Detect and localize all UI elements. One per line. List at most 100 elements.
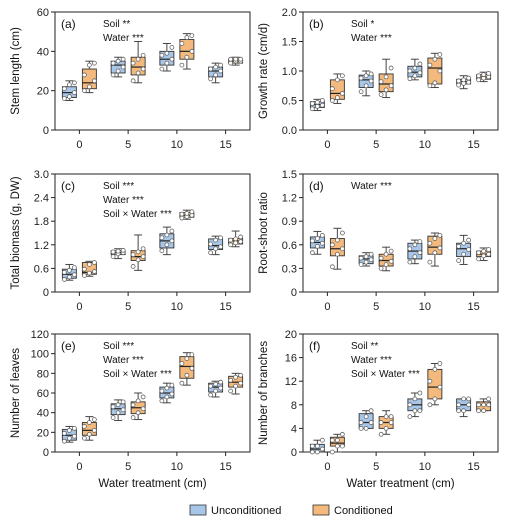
data-point: [164, 50, 170, 56]
data-point: [314, 236, 320, 241]
box-unconditioned: [456, 75, 472, 90]
data-point: [159, 66, 165, 72]
data-point: [71, 265, 77, 271]
y-tick-label: 1.5: [282, 169, 297, 181]
y-tick-label: 0: [43, 447, 49, 459]
data-point: [378, 431, 384, 437]
data-point: [91, 417, 97, 422]
data-point: [417, 408, 423, 414]
data-point: [218, 244, 224, 250]
data-point: [238, 239, 244, 245]
data-point: [228, 56, 234, 62]
data-point: [169, 45, 175, 50]
data-point: [437, 52, 443, 57]
panel-label: (a): [61, 17, 76, 31]
data-point: [358, 262, 364, 267]
panel-c: 0 0.6 1.2 1.8 2.4 3.0 0 5 10 15 Total biomass (g, …: [10, 169, 251, 313]
data-point: [339, 443, 345, 449]
data-point: [461, 240, 467, 246]
data-point: [164, 232, 170, 238]
data-point: [140, 66, 146, 72]
data-point: [407, 402, 413, 408]
data-point: [486, 247, 492, 252]
data-point: [184, 54, 190, 60]
data-point: [358, 89, 364, 95]
data-point: [481, 402, 487, 408]
y-tick-label: 1.5: [282, 37, 297, 49]
y-tick-label: 0.6: [282, 240, 297, 252]
panel-b: 0.0 0.5 1.0 1.5 2.0 0 5 10 15 Growth rate (cm/d) (…: [258, 7, 499, 151]
data-point: [135, 70, 141, 76]
data-point: [71, 433, 77, 439]
box-unconditioned: [61, 80, 77, 101]
data-point: [135, 56, 141, 62]
data-point: [213, 72, 219, 78]
data-point: [115, 68, 121, 74]
data-point: [309, 449, 315, 455]
data-point: [81, 72, 87, 78]
data-point: [388, 258, 394, 264]
data-point: [339, 91, 345, 96]
data-point: [368, 71, 374, 77]
y-tick-label: 40: [37, 408, 49, 420]
data-point: [169, 238, 175, 244]
data-point: [427, 83, 433, 89]
stats-annotation: Soil *: [351, 19, 374, 30]
x-tick-label: 10: [419, 301, 431, 313]
data-point: [329, 98, 335, 103]
data-point: [208, 76, 214, 82]
data-point: [218, 379, 224, 385]
data-point: [179, 211, 185, 217]
data-point: [432, 80, 438, 86]
data-point: [427, 402, 433, 408]
box-conditioned: [179, 352, 195, 386]
data-point: [169, 56, 175, 62]
data-point: [486, 251, 492, 257]
plot-frame: [54, 173, 251, 293]
data-point: [130, 402, 136, 408]
data-point: [130, 264, 136, 269]
box-conditioned: [329, 227, 345, 270]
data-point: [314, 243, 320, 249]
data-point: [140, 394, 146, 400]
x-tick-label: 10: [171, 139, 183, 151]
data-point: [334, 443, 340, 449]
data-point: [120, 407, 126, 413]
data-point: [228, 242, 234, 248]
data-point: [169, 382, 175, 388]
y-tick-label: 100: [31, 349, 49, 361]
box-unconditioned: [61, 263, 77, 282]
stats-annotation: Soil × Water ***: [351, 369, 420, 380]
data-point: [358, 255, 364, 261]
box-unconditioned: [110, 399, 126, 422]
y-tick-label: 4: [291, 423, 297, 435]
data-point: [388, 248, 394, 254]
y-tick-label: 2.4: [34, 193, 49, 205]
data-point: [481, 408, 487, 414]
data-point: [228, 377, 234, 383]
data-point: [81, 273, 87, 278]
data-point: [388, 420, 394, 425]
data-point: [319, 446, 325, 452]
data-point: [81, 424, 87, 429]
data-point: [461, 408, 467, 414]
y-tick-label: 0.6: [34, 263, 49, 275]
data-point: [238, 56, 244, 62]
panel-label: (c): [61, 179, 75, 193]
data-point: [233, 383, 239, 389]
stats-annotation: Soil **: [351, 341, 378, 352]
stats-annotation: Soil ***: [103, 341, 134, 352]
y-tick-label: 16: [285, 353, 297, 365]
data-point: [218, 385, 224, 391]
y-tick-label: 0.3: [282, 263, 297, 275]
x-tick-label: 0: [324, 461, 330, 473]
box-unconditioned: [456, 396, 472, 418]
data-point: [135, 257, 141, 263]
box-conditioned: [378, 58, 394, 99]
box-unconditioned: [159, 42, 175, 72]
data-point: [66, 94, 72, 99]
data-point: [432, 56, 438, 62]
data-point: [481, 72, 487, 77]
data-point: [184, 35, 190, 40]
data-point: [309, 101, 315, 106]
